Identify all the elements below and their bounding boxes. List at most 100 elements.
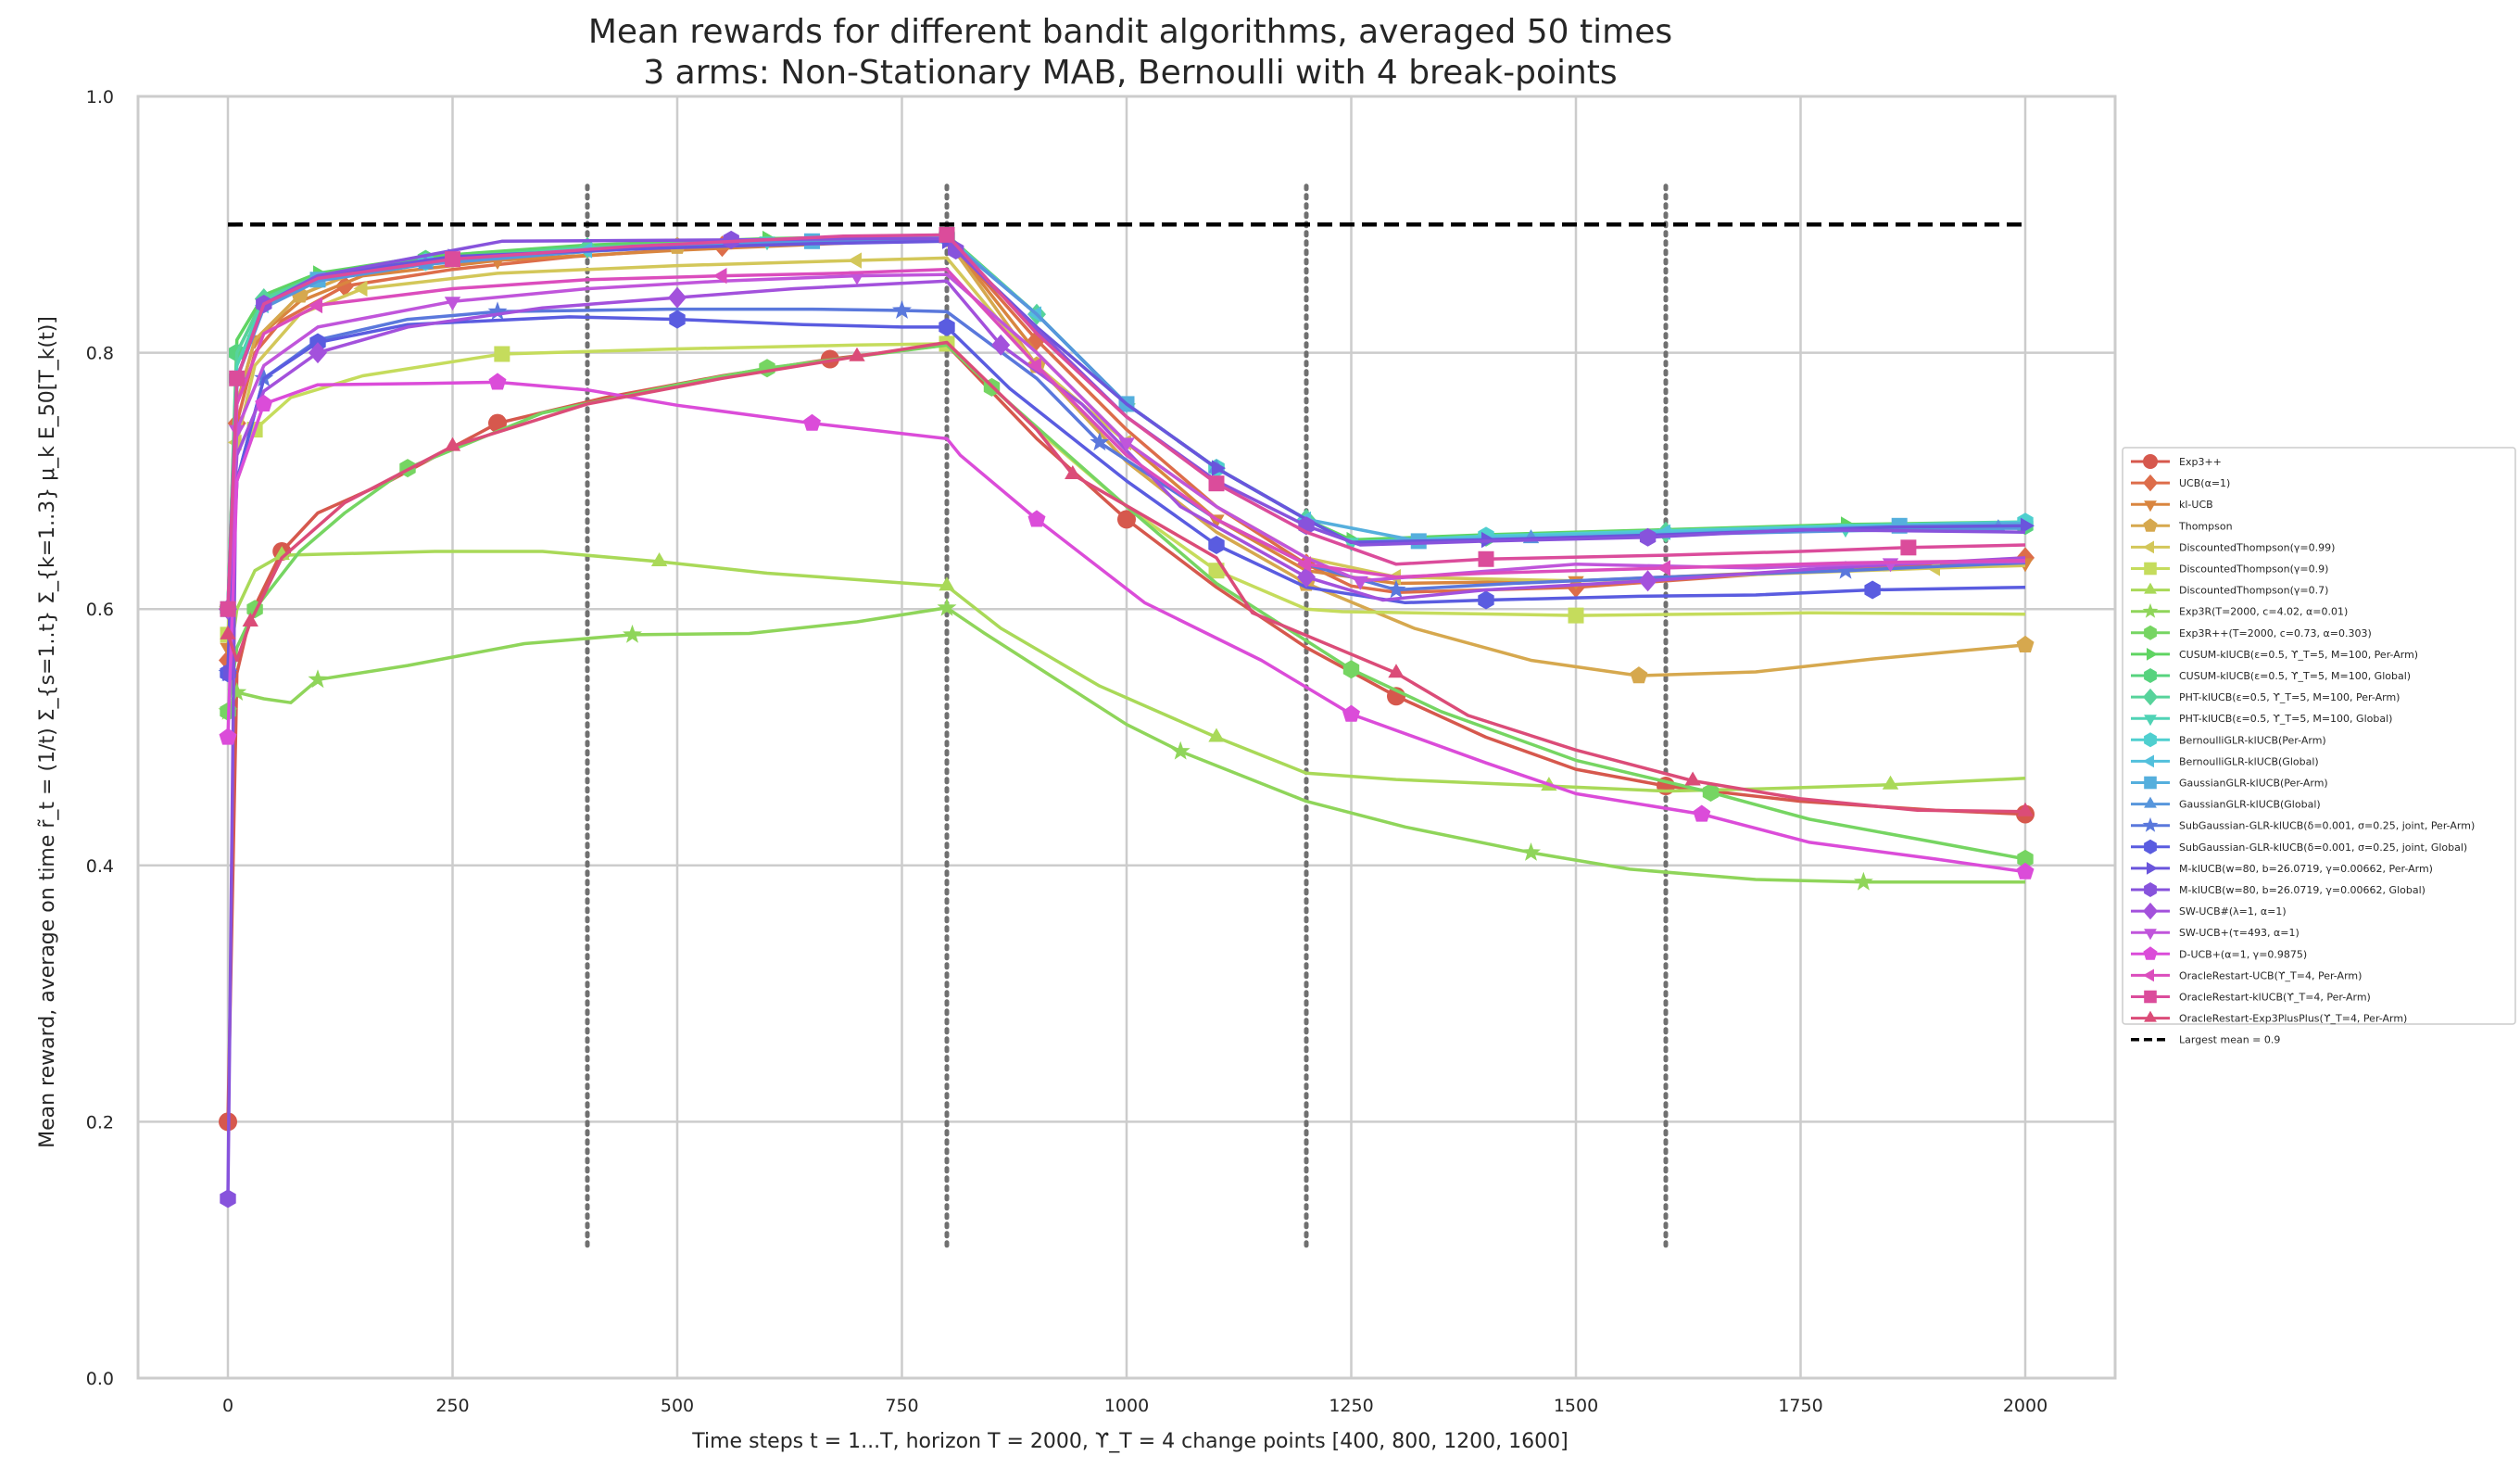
series-group (219, 373, 2035, 880)
y-axis-label: Mean reward, average on time r̃_t = (1/t… (36, 316, 59, 1148)
y-tick-label: 0.4 (86, 856, 114, 877)
legend-label: BernoulliGLR-klUCB(Per-Arm) (2179, 734, 2326, 746)
legend-label: kl-UCB (2179, 499, 2213, 511)
series-marker (308, 669, 328, 689)
series-marker (1639, 527, 1657, 547)
legend-label: D-UCB+(α=1, γ=0.9875) (2179, 948, 2307, 960)
series-marker (220, 1189, 236, 1209)
series-marker (1864, 580, 1881, 600)
series-line (226, 343, 2026, 861)
legend-label: OracleRestart-Exp3PlusPlus(ϒ_T=4, Per-Ar… (2179, 1013, 2407, 1025)
series-marker (668, 286, 687, 309)
legend-marker (2144, 668, 2157, 683)
series-marker (494, 346, 510, 362)
series-marker (669, 310, 686, 329)
legend-label: Exp3R(T=2000, c=4.02, α=0.01) (2179, 606, 2348, 618)
series-marker (849, 347, 865, 361)
series-marker (1208, 728, 1225, 742)
legend-marker (2142, 816, 2159, 832)
legend-label: OracleRestart-klUCB(ϒ_T=4, Per-Arm) (2179, 992, 2371, 1004)
legend-marker (2144, 562, 2157, 576)
series-marker (229, 370, 246, 386)
series-marker (444, 297, 461, 311)
series-marker (1386, 579, 1406, 599)
legend-marker (2144, 990, 2157, 1004)
series-marker (1835, 560, 1856, 579)
legend-label: SubGaussian-GLR-klUCB(δ=0.001, σ=0.25, j… (2179, 820, 2475, 832)
legend-marker (2143, 902, 2158, 920)
series-line (226, 380, 2026, 874)
series-marker (1118, 437, 1135, 452)
chart-title-line2: 3 arms: Non-Stationary MAB, Bernoulli wi… (643, 54, 1617, 92)
legend-marker (2143, 474, 2158, 492)
y-tick-label: 0.0 (86, 1369, 114, 1389)
x-tick-label: 250 (435, 1396, 469, 1416)
series-marker (991, 334, 1011, 356)
series-marker (1212, 460, 1226, 476)
series-marker (309, 342, 327, 364)
legend-box (2122, 447, 2516, 1025)
series-marker (1170, 740, 1191, 760)
series-line (226, 233, 2026, 610)
legend-marker (2143, 454, 2158, 469)
series-marker (1208, 475, 1225, 492)
series-marker (1882, 775, 1899, 790)
series-marker (1027, 357, 1041, 374)
legend-marker (2144, 882, 2157, 897)
series-lines (218, 226, 2035, 1209)
legend-label: GaussianGLR-klUCB(Per-Arm) (2179, 778, 2328, 790)
series-marker (242, 613, 258, 626)
legend-marker (2143, 518, 2158, 532)
legend-label: DiscountedThompson(γ=0.7) (2179, 585, 2328, 597)
series-marker (623, 624, 642, 643)
series-marker (255, 394, 273, 411)
legend-label: DiscountedThompson(γ=0.99) (2179, 541, 2335, 553)
legend-label: Exp3R++(T=2000, c=0.73, α=0.303) (2179, 627, 2372, 639)
series-group (220, 340, 2034, 816)
series-marker (848, 252, 862, 269)
series-marker (849, 271, 865, 285)
series-marker (650, 552, 668, 566)
legend-marker (2147, 648, 2158, 661)
legend-marker (2144, 839, 2157, 854)
series-marker (1090, 432, 1110, 451)
series-marker (487, 301, 508, 321)
legend-label: SW-UCB#(λ=1, α=1) (2179, 905, 2287, 918)
legend-marker (2144, 500, 2157, 513)
legend-label: M-klUCB(w=80, b=26.0719, γ=0.00662, Per-… (2179, 863, 2433, 875)
series-marker (1478, 550, 1494, 567)
legend-marker (2143, 968, 2154, 982)
series-marker (220, 625, 236, 639)
series-marker (1630, 666, 1648, 684)
series-marker (2016, 635, 2035, 652)
series-group (220, 226, 2026, 617)
series-marker (1638, 570, 1657, 592)
change-point-lines (585, 184, 1669, 1253)
series-marker (937, 597, 957, 616)
x-tick-label: 0 (222, 1396, 233, 1416)
series-marker (2017, 849, 2034, 868)
y-tick-label: 1.0 (86, 87, 114, 108)
series-marker (1342, 704, 1360, 722)
series-marker (1208, 536, 1225, 554)
legend-label: SubGaussian-GLR-klUCB(δ=0.001, σ=0.25, j… (2179, 842, 2467, 854)
series-marker (1297, 556, 1311, 573)
legend-label: GaussianGLR-klUCB(Global) (2179, 799, 2321, 811)
x-tick-label: 1750 (1778, 1396, 1822, 1416)
legend-label: BernoulliGLR-klUCB(Global) (2179, 755, 2319, 767)
series-marker (1521, 842, 1541, 861)
series-marker (2016, 862, 2035, 880)
chart-title-line1: Mean rewards for different bandit algori… (588, 13, 1672, 51)
series-marker (1568, 607, 1584, 624)
series-marker (1117, 510, 1136, 529)
x-axis-label: Time steps t = 1...T, horizon T = 2000, … (691, 1430, 1568, 1453)
series-marker (712, 268, 727, 285)
y-tick-label: 0.2 (86, 1112, 114, 1133)
legend-marker (2143, 754, 2154, 768)
series-line (226, 267, 2026, 610)
series-line (226, 272, 2026, 610)
legend-marker (2144, 1010, 2157, 1022)
legend-label: DiscountedThompson(γ=0.9) (2179, 563, 2328, 576)
series-line (226, 340, 2026, 814)
